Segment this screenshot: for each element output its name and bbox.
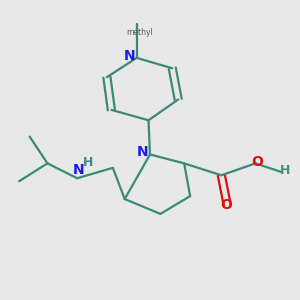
Text: O: O: [220, 198, 232, 212]
Text: O: O: [251, 155, 263, 169]
Text: methyl: methyl: [126, 28, 153, 37]
Text: N: N: [137, 145, 148, 159]
Text: N: N: [73, 163, 85, 177]
Text: H: H: [83, 156, 94, 169]
Text: H: H: [280, 164, 290, 177]
Text: N: N: [123, 50, 135, 63]
